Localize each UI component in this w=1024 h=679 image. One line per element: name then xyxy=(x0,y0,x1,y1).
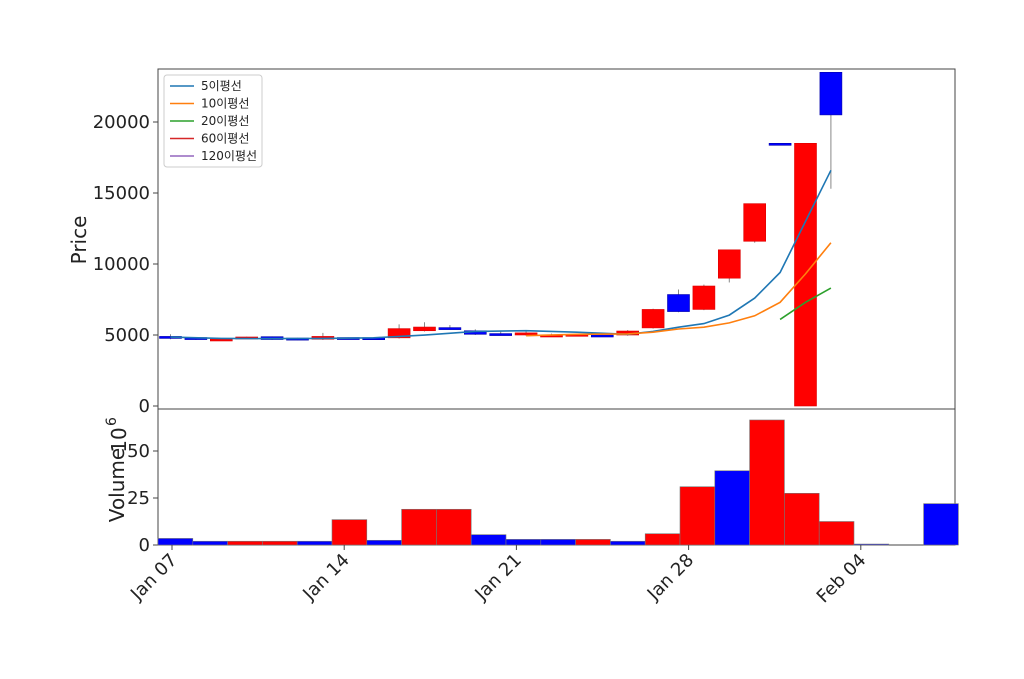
candle-body xyxy=(717,249,741,279)
moving-average-line-1 xyxy=(526,242,832,337)
volume-bar xyxy=(540,539,576,546)
candle xyxy=(438,325,462,330)
legend: 5이평선 10이평선 20이평선 60이평선 120이평선 xyxy=(163,74,263,168)
candle-body xyxy=(768,143,792,146)
candle-body xyxy=(743,203,767,242)
volume-bar xyxy=(923,503,959,546)
legend-label-1: 10이평선 xyxy=(201,97,249,111)
price-ytick-label: 0 xyxy=(139,396,150,417)
volume-bar xyxy=(749,419,785,546)
volume-bar xyxy=(470,534,507,546)
x-axis: Jan 07 Jan 14 Jan 21 Jan 28 Feb 04 xyxy=(126,545,870,607)
x-tick-label: Jan 07 xyxy=(126,550,181,605)
x-tick-label: Feb 04 xyxy=(813,550,871,608)
volume-bar xyxy=(366,539,402,546)
legend-label-4: 120이평선 xyxy=(201,149,257,163)
candle-body xyxy=(438,327,462,330)
volume-bar xyxy=(401,508,437,546)
volume-ytick-label: 0 xyxy=(139,535,150,556)
volume-bar xyxy=(227,540,263,546)
volume-exponent-power: 6 xyxy=(104,417,120,426)
volume-bar xyxy=(818,521,855,546)
candle-body xyxy=(692,285,716,310)
price-axis-title: Price xyxy=(67,216,91,265)
candle xyxy=(413,322,436,332)
price-ytick-label: 5000 xyxy=(104,325,150,346)
volume-bar xyxy=(192,540,228,546)
x-tick-label: Jan 28 xyxy=(643,550,698,605)
x-tick-label: Jan 21 xyxy=(471,550,526,605)
volume-ytick-label: 25 xyxy=(127,488,150,509)
volume-bar xyxy=(436,508,472,546)
price-ytick-label: 10000 xyxy=(93,254,150,275)
volume-bar xyxy=(610,540,646,546)
candle xyxy=(667,289,690,313)
volume-axis-title: Volume xyxy=(105,448,129,522)
candle xyxy=(819,72,843,189)
candle-body xyxy=(489,333,513,336)
legend-label-3: 60이평선 xyxy=(201,132,249,146)
legend-box xyxy=(163,74,263,168)
candle-body xyxy=(210,338,233,342)
legend-label-2: 20이평선 xyxy=(201,114,249,128)
candle-body xyxy=(514,332,538,336)
candle xyxy=(743,203,767,243)
legend-label-0: 5이평선 xyxy=(201,79,242,93)
volume-bar xyxy=(679,486,716,546)
volume-exponent-base: 10 xyxy=(107,427,131,452)
price-plot-frame xyxy=(157,68,956,410)
candle xyxy=(768,143,792,146)
volume-exponent: 106 xyxy=(104,417,131,453)
price-panel: 0 5000 10000 15000 20000 Price xyxy=(67,68,956,417)
volume-bar xyxy=(505,539,542,546)
candle-body xyxy=(819,72,843,116)
price-ytick-label: 20000 xyxy=(93,112,150,133)
volume-bar xyxy=(296,540,333,546)
volume-bar xyxy=(575,539,611,546)
candle xyxy=(692,284,716,311)
volume-bar xyxy=(644,533,681,546)
candle xyxy=(717,249,741,283)
volume-bar xyxy=(157,538,194,546)
volume-bar xyxy=(331,519,368,546)
candle xyxy=(641,308,665,329)
volume-bar xyxy=(262,540,298,546)
volume-bar xyxy=(714,470,750,546)
volume-bar xyxy=(853,543,890,546)
moving-average-line-2 xyxy=(779,287,832,321)
candle-body xyxy=(413,326,436,332)
candle-body xyxy=(667,294,690,312)
volume-ytick-label: 50 xyxy=(127,441,150,462)
candle-body xyxy=(387,328,411,339)
candle-body xyxy=(590,334,614,338)
price-ytick-label: 15000 xyxy=(93,183,150,204)
volume-bar xyxy=(784,492,820,546)
moving-average-line-0 xyxy=(170,169,832,340)
x-tick-label: Jan 14 xyxy=(298,550,353,605)
candle-body xyxy=(641,309,665,329)
